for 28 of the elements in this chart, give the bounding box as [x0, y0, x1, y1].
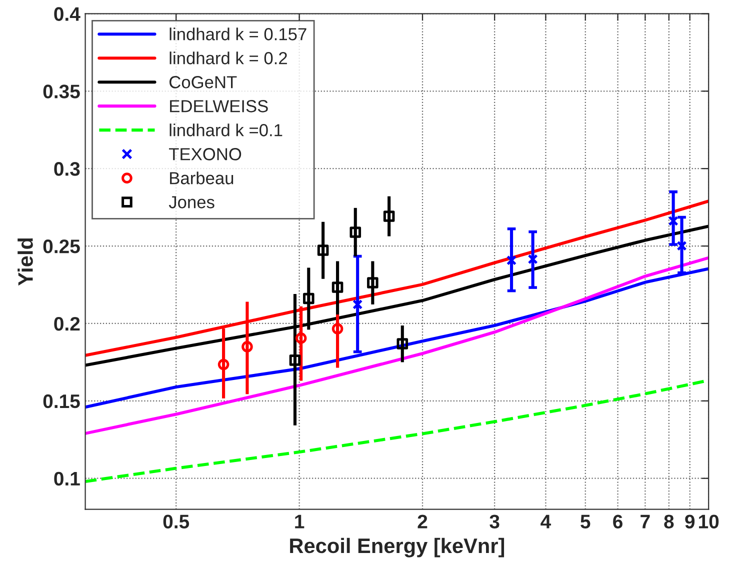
- x-tick-label: 9: [685, 514, 695, 528]
- legend-label: lindhard k = 0.157: [170, 28, 306, 40]
- y-tick-label: 0.15: [43, 394, 80, 408]
- legend-label: lindhard k =0.1: [170, 124, 282, 136]
- x-tick-label: 4: [540, 514, 552, 528]
- legend-label: Jones: [168, 196, 214, 208]
- x-tick-label: 8: [664, 514, 674, 528]
- legend-label: Barbeau: [170, 172, 234, 184]
- x-tick-label: 1: [295, 514, 304, 528]
- x-tick-label: 3: [490, 514, 500, 529]
- x-axis-title: Recoil Energy [keVnr]: [290, 538, 504, 558]
- legend-label: TEXONO: [169, 148, 242, 160]
- y-tick-label: 0.25: [43, 240, 80, 254]
- y-tick-label: 0.3: [54, 162, 80, 176]
- y-tick-label: 0.1: [54, 472, 80, 486]
- legend-label: CoGeNT: [170, 76, 237, 88]
- legend-label: lindhard k = 0.2: [170, 52, 287, 64]
- y-axis-title: Yield: [18, 238, 33, 286]
- x-tick-label: 2: [418, 514, 428, 528]
- x-tick-label: 7: [640, 514, 650, 528]
- y-tick-label: 0.4: [54, 7, 80, 21]
- y-tick-label: 0.2: [54, 316, 80, 331]
- y-tick-label: 0.35: [43, 84, 80, 98]
- x-tick-label: 10: [699, 514, 719, 528]
- legend-label: EDELWEISS: [170, 100, 268, 112]
- x-tick-label: 5: [580, 514, 590, 528]
- x-tick-label: 0.5: [163, 514, 190, 528]
- x-tick-label: 6: [613, 514, 622, 528]
